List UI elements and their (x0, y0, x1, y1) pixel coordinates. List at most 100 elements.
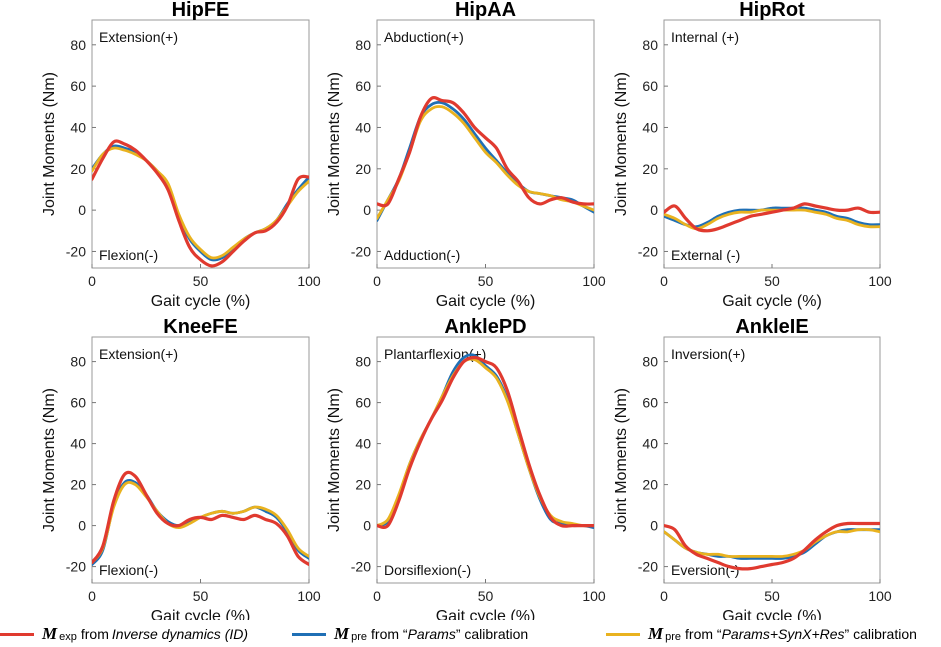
y-tick-label: 60 (642, 395, 658, 411)
annotation-negative: Flexion(-) (99, 562, 158, 578)
annotation-positive: Extension(+) (99, 346, 178, 362)
legend-symbol: M (42, 624, 58, 643)
axes-frame (663, 336, 881, 584)
x-tick-label: 0 (373, 273, 381, 289)
y-tick-label: 0 (650, 202, 658, 218)
legend-text: ” calibration (844, 626, 917, 642)
y-tick-label: 20 (70, 477, 86, 493)
y-axis-label: Joint Moments (Nm) (326, 72, 343, 216)
x-tick-label: 50 (764, 273, 780, 289)
series-line-pre-params (664, 206, 880, 229)
y-tick-label: 60 (642, 78, 658, 94)
legend-text: from (80, 626, 109, 642)
y-tick-label: 40 (70, 436, 86, 452)
y-tick-label: 60 (70, 395, 86, 411)
axes-frame (91, 336, 310, 584)
x-tick-label: 50 (193, 588, 209, 604)
y-axis-label: Joint Moments (Nm) (326, 388, 343, 532)
y-tick-label: 80 (642, 37, 658, 53)
series-line-pre-synx (377, 105, 594, 220)
x-tick-label: 0 (88, 273, 96, 289)
x-tick-label: 50 (764, 588, 780, 604)
annotation-positive: Inversion(+) (671, 346, 745, 362)
y-tick-label: -20 (638, 559, 658, 575)
axes-frame (376, 336, 595, 584)
x-tick-label: 100 (297, 273, 321, 289)
y-tick-label: 80 (70, 354, 86, 370)
x-tick-label: 0 (88, 588, 96, 604)
annotation-positive: Internal (+) (671, 29, 739, 45)
chart-title: HipAA (455, 0, 516, 21)
y-tick-label: 20 (355, 477, 371, 493)
legend-text: ” calibration (455, 626, 529, 642)
legend-text: from “ (371, 626, 408, 642)
legend-swatch-pre-synx (606, 632, 640, 636)
x-tick-label: 100 (582, 588, 606, 604)
y-tick-label: -20 (638, 243, 658, 259)
x-axis-label: Gait cycle (%) (436, 608, 536, 620)
series-line-pre-synx (664, 528, 880, 558)
chart-title: AnkleIE (735, 316, 808, 338)
legend-subscript: pre (665, 631, 682, 643)
series-line-exp (664, 202, 880, 233)
annotation-negative: Eversion(-) (671, 562, 739, 578)
series-line-exp (377, 355, 594, 530)
y-tick-label: 60 (355, 395, 371, 411)
series-line-pre-params (377, 100, 594, 222)
y-tick-label: 0 (363, 518, 371, 534)
y-tick-label: -20 (66, 559, 86, 575)
legend-symbol: M (334, 624, 350, 643)
y-tick-label: 20 (70, 161, 86, 177)
y-tick-label: -20 (351, 559, 371, 575)
annotation-positive: Plantarflexion(+) (384, 346, 486, 362)
legend-italic: Params+SynX+Res (721, 626, 845, 642)
chart-title: AnklePD (444, 316, 526, 338)
chart-title: HipRot (739, 0, 805, 21)
y-tick-label: 60 (70, 78, 86, 94)
series-line-exp (92, 139, 309, 268)
legend-swatch-exp (0, 632, 34, 636)
legend-italic: Params (407, 626, 456, 642)
y-tick-label: 40 (70, 119, 86, 135)
y-tick-label: 0 (650, 518, 658, 534)
y-tick-label: 80 (355, 354, 371, 370)
series-line-pre-synx (92, 146, 309, 260)
x-tick-label: 0 (660, 588, 668, 604)
x-axis-label: Gait cycle (%) (151, 293, 251, 310)
x-tick-label: 50 (478, 273, 494, 289)
legend-italic: Inverse dynamics (ID) (111, 626, 249, 642)
annotation-positive: Abduction(+) (384, 29, 464, 45)
y-axis-label: Joint Moments (Nm) (41, 388, 58, 532)
legend-text: from “ (685, 626, 722, 642)
annotation-positive: Extension(+) (99, 29, 178, 45)
chart-title: HipFE (172, 0, 230, 21)
y-axis-label: Joint Moments (Nm) (613, 72, 630, 216)
y-tick-label: 80 (355, 37, 371, 53)
y-tick-label: 20 (642, 161, 658, 177)
y-tick-label: 80 (642, 354, 658, 370)
y-tick-label: 40 (642, 119, 658, 135)
y-tick-label: 20 (642, 477, 658, 493)
axes-frame (663, 19, 881, 269)
y-tick-label: 0 (78, 202, 86, 218)
annotation-negative: Flexion(-) (99, 247, 158, 263)
x-tick-label: 50 (193, 273, 209, 289)
y-tick-label: 0 (78, 518, 86, 534)
x-tick-label: 100 (582, 273, 606, 289)
series-line-pre-params (92, 144, 309, 262)
x-axis-label: Gait cycle (%) (151, 608, 251, 620)
x-tick-label: 100 (868, 273, 892, 289)
x-tick-label: 100 (297, 588, 321, 604)
chart-title: KneeFE (163, 316, 237, 338)
x-axis-label: Gait cycle (%) (722, 608, 822, 620)
series-line-exp (377, 96, 594, 208)
annotation-negative: Dorsiflexion(-) (384, 562, 471, 578)
